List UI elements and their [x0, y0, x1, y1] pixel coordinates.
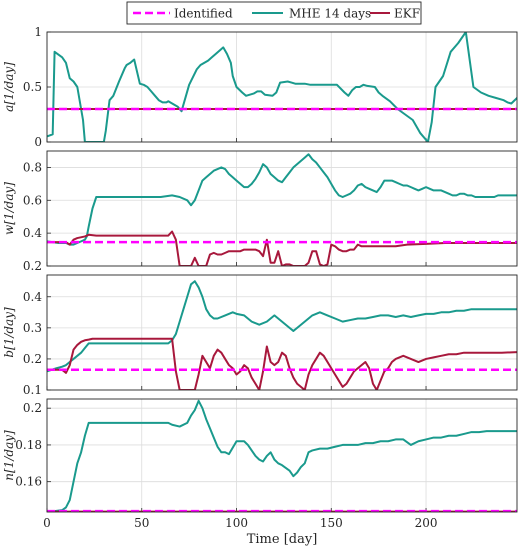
- plot-background: [47, 151, 517, 266]
- y-tick-label: 0.18: [15, 438, 42, 452]
- y-axis-label: n[1/day]: [2, 430, 16, 481]
- y-tick-label: 0.2: [23, 401, 42, 415]
- legend-label-mhe: MHE 14 days: [289, 7, 371, 21]
- x-axis-label: Time [day]: [247, 532, 318, 547]
- y-tick-label: 0.2: [23, 259, 42, 273]
- subplots: 00.51a[1/day]0.20.40.60.8w[1/day]0.10.20…: [2, 25, 518, 530]
- series-line-ekf: [47, 230, 517, 266]
- y-tick-label: 0.8: [23, 160, 42, 174]
- y-axis-label: w[1/day]: [2, 182, 16, 235]
- legend-label-identified: Identified: [174, 7, 233, 21]
- subplot-4: 0 50 100 150 200 0.16 0.18 0.2 n[1/day]: [2, 398, 518, 530]
- legend-label-ekf: EKF: [394, 7, 420, 21]
- y-tick-label: 1: [34, 25, 42, 39]
- y-tick-label: 0.3: [23, 321, 42, 335]
- plot-background: [47, 399, 517, 512]
- plot-frame: [46, 398, 518, 513]
- legend: Identified MHE 14 days EKF: [126, 1, 422, 25]
- y-tick-label: 0: [34, 135, 42, 149]
- y-tick-label: 0.4: [23, 290, 42, 304]
- series-line-mhe-14-days: [47, 32, 517, 142]
- subplot-2: 0.2 0.4 0.6 0.8 w[1/day]: [2, 150, 518, 273]
- y-tick-label: 0.4: [23, 226, 42, 240]
- y-axis-label: b[1/day]: [2, 307, 16, 358]
- series-group: [47, 280, 517, 390]
- x-tick-label: 150: [320, 516, 343, 530]
- series-group: [47, 32, 517, 142]
- series-group: [47, 153, 517, 266]
- plot-frame: [46, 31, 518, 143]
- y-tick-label: 0.5: [23, 80, 42, 94]
- x-tick-label: 200: [415, 516, 438, 530]
- x-tick-label: 0: [43, 516, 51, 530]
- y-axis-label: a[1/day]: [2, 62, 16, 112]
- series-line-mhe-14-days: [47, 153, 517, 246]
- series-line-mhe-14-days: [47, 280, 517, 373]
- x-tick-label: 100: [225, 516, 248, 530]
- plot-background: [47, 275, 517, 390]
- plot-frame: [46, 274, 518, 391]
- y-tick-label: 0.16: [15, 475, 42, 489]
- series-line-ekf: [47, 337, 517, 390]
- series-line-mhe-14-days: [47, 399, 517, 512]
- y-tick-label: 0.1: [23, 383, 42, 397]
- y-tick-label: 0.6: [23, 193, 42, 207]
- subplot-3: 0.1 0.2 0.3 0.4 b[1/day]: [2, 274, 518, 397]
- plot-frame: [46, 150, 518, 267]
- x-tick-label: 50: [134, 516, 149, 530]
- subplot-1: 0 0.5 1 a[1/day]: [2, 25, 518, 149]
- y-tick-label: 0.2: [23, 352, 42, 366]
